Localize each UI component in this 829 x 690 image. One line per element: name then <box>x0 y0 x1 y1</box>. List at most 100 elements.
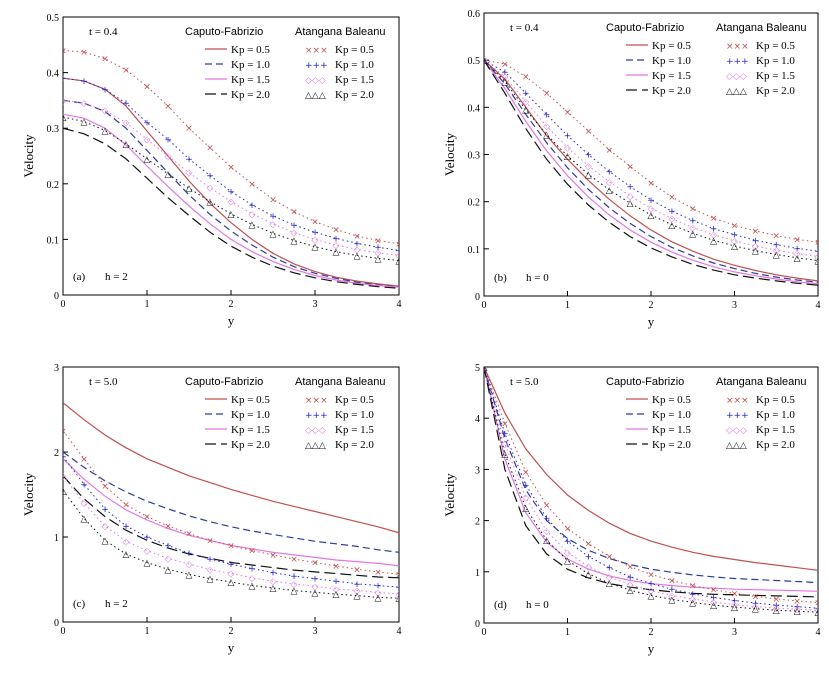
data-point-ab-kp05: × <box>585 540 593 550</box>
legend-label-ab: Kp = 1.5 <box>756 70 795 82</box>
data-point-ab-kp20: △ <box>165 565 172 575</box>
data-point-ab-kp20: △ <box>773 606 780 616</box>
series-line-cf-kp15 <box>484 367 818 592</box>
y-tick-label: 1 <box>475 568 480 579</box>
data-point-ab-kp05: × <box>80 48 88 58</box>
y-tick-label: 0.1 <box>468 245 481 256</box>
legend-label-ab: Kp = 0.5 <box>335 394 374 406</box>
data-point-ab-kp10: + <box>164 135 172 145</box>
series-line-cf-kp20 <box>484 367 818 598</box>
legend-marker-ab: +++ <box>726 411 749 421</box>
data-point-ab-kp15: ◇ <box>773 246 780 256</box>
data-point-ab-kp10: + <box>80 480 88 490</box>
data-point-ab-kp20: △ <box>207 575 214 585</box>
x-tick-label: 0 <box>482 300 487 311</box>
data-point-ab-kp20: △ <box>585 170 592 180</box>
data-point-ab-kp15: ◇ <box>354 587 361 597</box>
data-point-ab-kp15: ◇ <box>165 152 172 162</box>
data-point-ab-kp05: × <box>311 218 319 228</box>
data-point-ab-kp10: + <box>353 239 361 249</box>
data-point-ab-kp20: △ <box>564 557 571 567</box>
data-point-ab-kp05: × <box>353 232 361 242</box>
data-point-ab-kp05: × <box>269 195 277 205</box>
data-point-ab-kp05: × <box>814 238 822 248</box>
data-point-ab-kp20: △ <box>731 242 738 252</box>
data-point-ab-kp20: △ <box>752 605 759 615</box>
data-point-ab-kp05: × <box>248 547 256 557</box>
data-point-ab-kp15: ◇ <box>123 537 130 547</box>
data-point-ab-kp20: △ <box>606 186 613 196</box>
data-point-ab-kp05: × <box>752 227 760 237</box>
data-point-ab-kp15: ◇ <box>312 235 319 245</box>
data-point-ab-kp20: △ <box>81 118 88 128</box>
series-line-cf-kp20 <box>484 59 818 286</box>
series-dotted-line-ab-kp05 <box>484 59 818 243</box>
data-point-ab-kp05: × <box>395 240 403 250</box>
x-tick-label: 3 <box>732 300 737 311</box>
legend-marker-ab: +++ <box>305 61 328 71</box>
data-point-ab-kp15: ◇ <box>207 565 214 575</box>
data-point-ab-kp20: △ <box>60 113 67 123</box>
y-tick-label: 0.3 <box>47 124 60 135</box>
legend-label-cf: Kp = 0.5 <box>231 44 270 56</box>
data-point-ab-kp10: + <box>710 225 718 235</box>
legend-label-cf: Kp = 2.0 <box>652 85 691 97</box>
data-point-ab-kp20: △ <box>249 220 256 230</box>
series-dotted-line-ab-kp20 <box>63 489 399 599</box>
data-point-ab-kp20: △ <box>585 570 592 580</box>
x-tick-label: 0 <box>61 626 66 637</box>
legend-label-cf: Kp = 1.0 <box>652 55 691 67</box>
data-point-ab-kp10: + <box>185 549 193 559</box>
data-point-ab-kp20: △ <box>144 155 151 165</box>
data-point-ab-kp20: △ <box>710 601 717 611</box>
data-point-ab-kp15: ◇ <box>102 522 109 532</box>
x-axis-title: y <box>228 313 235 328</box>
data-point-ab-kp10: + <box>374 243 382 253</box>
series-dotted-line-ab-kp05 <box>63 49 399 245</box>
data-point-ab-kp05: × <box>689 582 697 592</box>
data-point-ab-kp20: △ <box>815 257 822 267</box>
y-tick-label: 0.2 <box>47 180 60 191</box>
data-point-ab-kp15: ◇ <box>815 252 822 262</box>
data-point-ab-kp20: △ <box>186 570 193 580</box>
plot-area-c: ×××××××××× × × × × × × ×+++++++++ + + + + + + + +◇◇◇◇◇◇… <box>63 402 403 604</box>
legend-marker-ab: △△△ <box>305 91 326 101</box>
legend-label-ab: Kp = 0.5 <box>756 394 795 406</box>
data-point-ab-kp05: × <box>164 522 172 532</box>
legend-header-atangana-baleanu: Atangana Baleanu <box>716 22 807 34</box>
panel-label: (c) <box>73 598 86 610</box>
x-tick-label: 1 <box>565 300 570 311</box>
data-point-ab-kp05: × <box>543 89 551 99</box>
y-tick-label: 3 <box>475 465 480 476</box>
data-point-ab-kp20: △ <box>375 254 382 264</box>
data-point-ab-kp20: △ <box>354 592 361 602</box>
data-point-ab-kp10: + <box>564 537 572 547</box>
data-point-ab-kp20: △ <box>501 450 508 460</box>
legend-marker-ab: △△△ <box>726 87 747 97</box>
data-point-ab-kp20: △ <box>291 587 298 597</box>
series-dotted-line-ab-kp15 <box>63 99 399 256</box>
data-point-ab-kp15: ◇ <box>228 198 235 208</box>
data-point-ab-kp15: ◇ <box>648 204 655 214</box>
data-point-ab-kp15: ◇ <box>522 98 529 108</box>
data-point-ab-kp05: × <box>752 592 760 602</box>
data-point-ab-kp05: × <box>164 102 172 112</box>
data-point-ab-kp15: ◇ <box>543 122 550 132</box>
y-tick-label: 0 <box>475 292 480 303</box>
data-point-ab-kp15: ◇ <box>585 563 592 573</box>
legend-label-ab: Kp = 1.0 <box>335 409 374 421</box>
legend-marker-ab: ××× <box>305 46 328 56</box>
y-tick-label: 5 <box>475 363 480 374</box>
data-point-ab-kp20: △ <box>396 594 403 604</box>
series-line-cf-kp10 <box>484 59 818 283</box>
x-tick-label: 4 <box>397 299 402 310</box>
data-point-ab-kp20: △ <box>522 504 529 514</box>
data-point-ab-kp20: △ <box>123 140 130 150</box>
data-point-ab-kp10: + <box>311 228 319 238</box>
data-point-ab-kp05: × <box>353 565 361 575</box>
data-point-ab-kp05: × <box>731 589 739 599</box>
legend-header-caputo-fabrizio: Caputo-Fabrizio <box>185 26 263 38</box>
data-point-ab-kp05: × <box>101 55 109 65</box>
data-point-ab-kp10: + <box>122 522 130 532</box>
